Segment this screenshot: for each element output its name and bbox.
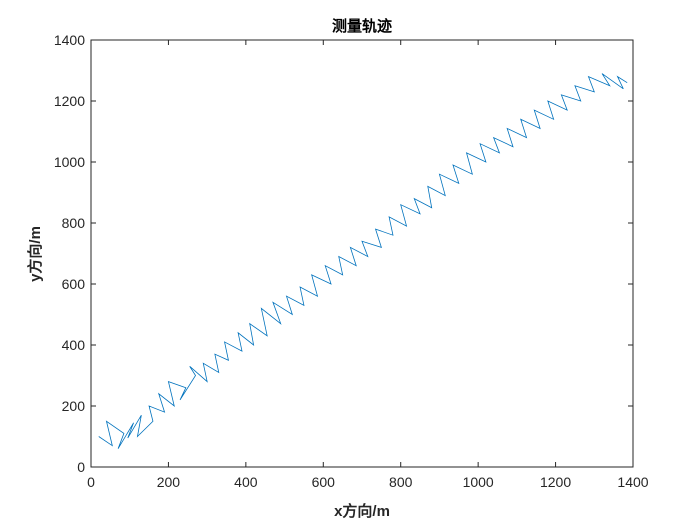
y-tick-label: 600 (62, 276, 86, 292)
x-tick-label: 1000 (463, 474, 494, 490)
x-tick-label: 1400 (617, 474, 648, 490)
x-tick-label: 600 (312, 474, 336, 490)
y-tick-label: 800 (62, 215, 86, 231)
x-tick-label: 0 (87, 474, 95, 490)
axis-ticks: 0 200 400 600 800 1000 1200 1400 0 200 400 600 800 10… (54, 32, 649, 490)
x-axis-label: x方向/m (334, 502, 390, 520)
plot-area (98, 73, 628, 449)
y-tick-label: 1200 (54, 93, 85, 109)
chart-title: 测量轨迹 (332, 17, 392, 35)
y-tick-label: 1000 (54, 154, 85, 170)
axes-box (90, 39, 634, 468)
x-tick-label: 800 (389, 474, 413, 490)
y-axis-label: y方向/m (26, 226, 44, 282)
y-tick-label: 200 (62, 398, 86, 414)
x-tick-label: 200 (157, 474, 181, 490)
x-tick-label: 1200 (540, 474, 571, 490)
trajectory-line (98, 73, 628, 449)
y-tick-label: 0 (77, 459, 85, 475)
y-tick-label: 1400 (54, 32, 85, 48)
x-tick-label: 400 (234, 474, 258, 490)
y-tick-label: 400 (62, 337, 86, 353)
